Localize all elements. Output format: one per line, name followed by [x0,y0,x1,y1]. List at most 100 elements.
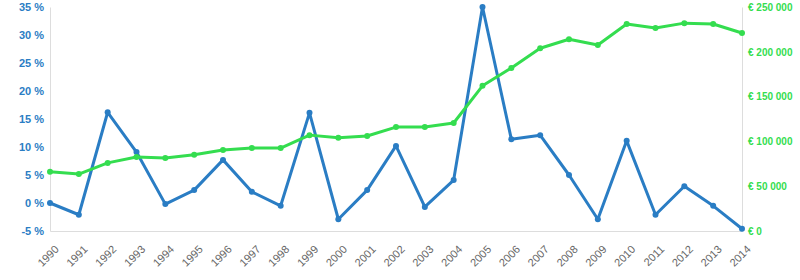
series-point [47,200,53,206]
y-tick-label: 15 % [19,113,44,125]
series-point [220,157,226,163]
x-tick: 2002 [381,231,407,269]
y-tick-label: 0 % [25,197,44,209]
x-axis-line [51,231,743,232]
series-point [364,187,370,193]
x-tick: 1995 [179,231,205,269]
x-tick-label: 2006 [496,243,522,269]
y2-tick-label: € 200 000 [748,47,793,58]
y-tick-label: 35 % [19,1,44,13]
series-group [47,4,745,232]
x-tick-label: 2010 [612,243,638,269]
series-point [710,203,716,209]
x-tick-label: 1994 [150,243,176,269]
series-point [278,145,284,151]
series-point [739,30,745,36]
y-tick: -5 % [21,225,50,237]
x-tick: 2005 [468,231,494,269]
x-tick-label: 1998 [266,243,292,269]
y2-axis: € 0€ 50 000€ 100 000€ 150 000€ 200 000€ … [742,2,793,237]
series-line [50,7,742,229]
series-point [422,124,428,130]
y-tick: 0 % [25,197,50,209]
x-tick: 2012 [669,231,695,269]
plot: -5 %0 %5 %10 %15 %20 %25 %30 %35 %€ 0€ 5… [19,1,793,269]
x-tick-label: 2001 [352,243,378,269]
y2-tick: € 0 [742,226,762,237]
series-point [595,216,601,222]
chart: -5 %0 %5 %10 %15 %20 %25 %30 %35 %€ 0€ 5… [0,0,800,280]
x-tick-label: 2012 [669,243,695,269]
series-point [307,132,313,138]
series-point [76,171,82,177]
series-point [278,203,284,209]
series-point [393,124,399,130]
series-point [134,154,140,160]
y-tick: 5 % [25,169,50,181]
series-point [105,109,111,115]
x-tick: 1997 [237,231,263,269]
x-tick-label: 1997 [237,243,263,269]
y2-tick-label: € 50 000 [748,181,787,192]
series-point [249,145,255,151]
x-tick-label: 1991 [64,243,90,269]
series-point [624,138,630,144]
x-tick: 2008 [554,231,580,269]
x-tick-label: 2013 [698,243,724,269]
y-tick-label: 20 % [19,85,44,97]
x-tick-label: 2005 [468,243,494,269]
series-point [249,189,255,195]
x-tick: 2009 [583,231,609,269]
series-point [595,42,601,48]
x-tick-label: 2000 [323,243,349,269]
series-point [508,65,514,71]
series-point [653,212,659,218]
series-point [335,216,341,222]
y-tick-label: 10 % [19,141,44,153]
x-tick-label: 1992 [93,243,119,269]
x-tick: 1990 [35,231,61,269]
series-point [191,152,197,158]
x-tick-label: 2002 [381,243,407,269]
x-tick: 2001 [352,231,378,269]
series-point [364,133,370,139]
y-tick-label: -5 % [21,225,44,237]
series-point [220,147,226,153]
x-tick: 2013 [698,231,724,269]
series-point [451,177,457,183]
y-tick-label: 5 % [25,169,44,181]
series-point [480,4,486,10]
series-point [681,20,687,26]
series-point [508,136,514,142]
y2-tick-label: € 0 [748,226,762,237]
series-point [76,212,82,218]
series-point [566,172,572,178]
series-point [537,132,543,138]
x-tick-label: 2003 [410,243,436,269]
x-tick-label: 2008 [554,243,580,269]
x-tick-label: 2004 [439,243,465,269]
series-point [162,155,168,161]
y-tick: 20 % [19,85,50,97]
series-point [681,183,687,189]
x-tick: 2006 [496,231,522,269]
series-point [624,21,630,27]
x-tick-label: 2014 [727,243,753,269]
y2-tick: € 150 000 [742,91,793,102]
y-tick: 35 % [19,1,50,13]
x-tick: 1994 [150,231,176,269]
x-tick-label: 2007 [525,243,551,269]
series-point [191,187,197,193]
y-axis-line [50,8,51,232]
series-point [422,204,428,210]
x-tick-label: 1996 [208,243,234,269]
x-tick: 2000 [323,231,349,269]
y2-tick: € 50 000 [742,181,787,192]
x-tick: 2003 [410,231,436,269]
x-tick: 1999 [295,231,321,269]
series-point [47,169,53,175]
series-point [537,45,543,51]
x-tick-label: 1990 [35,243,61,269]
series-point [451,120,457,126]
x-tick-label: 2011 [641,243,666,268]
